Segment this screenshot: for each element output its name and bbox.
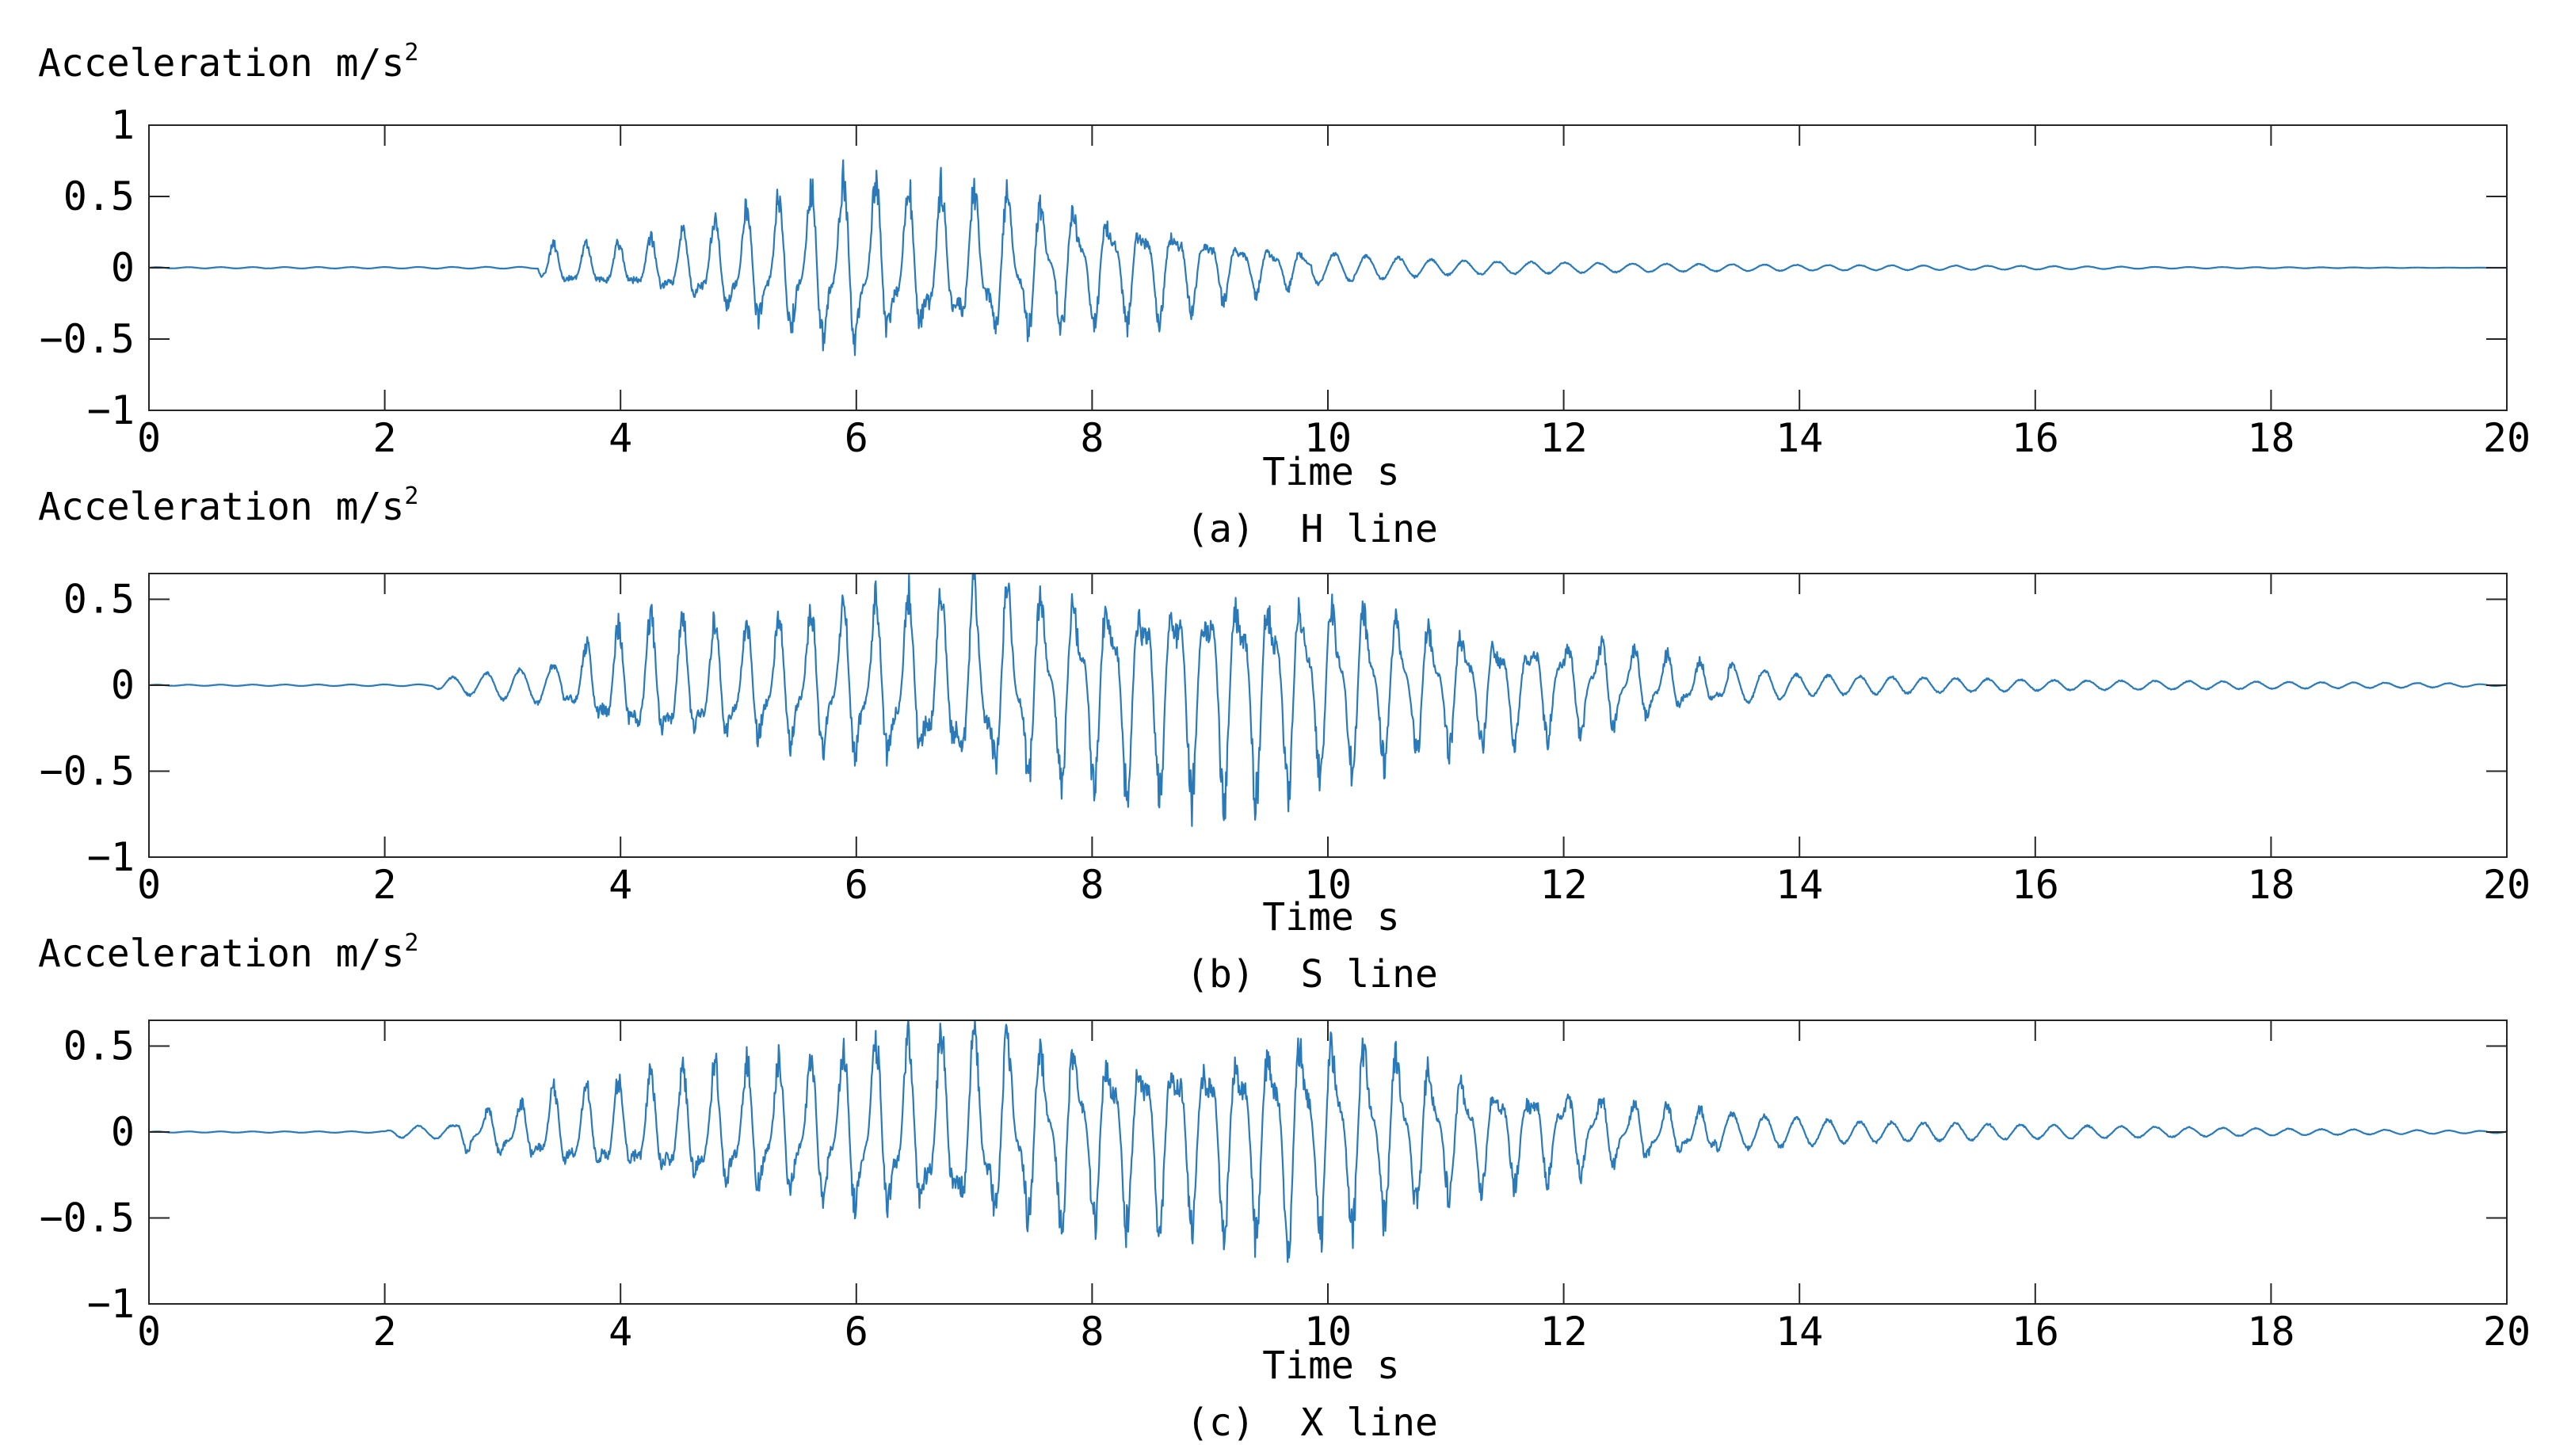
y-tick-label: −0.5	[40, 316, 135, 362]
y-tick-label: 0	[111, 245, 135, 291]
x-tick-label: 14	[1776, 1309, 1823, 1355]
x-tick-label: 12	[1539, 1309, 1587, 1355]
x-tick-label: 8	[1080, 862, 1104, 908]
axes-frame	[148, 573, 2508, 858]
x-tick-label: 16	[2012, 415, 2059, 461]
y-tick-label: 0	[111, 1109, 135, 1155]
x-tick-label: 16	[2012, 862, 2059, 908]
y-tick-label: 0.5	[63, 1023, 135, 1069]
y-axis-label-text: Acceleration m/s	[38, 485, 404, 529]
x-tick-label: 0	[137, 862, 161, 908]
x-axis-label: Time s	[1262, 895, 1399, 940]
y-tick-label: −1	[87, 834, 135, 880]
acceleration-series-line	[148, 159, 2508, 356]
y-tick-label: 1	[111, 102, 135, 148]
y-axis-label-text: Acceleration m/s	[38, 41, 404, 86]
y-tick-label: −0.5	[40, 749, 135, 795]
x-tick-label: 18	[2247, 862, 2295, 908]
x-tick-label: 14	[1776, 862, 1823, 908]
panel-caption: (a) H line	[1186, 507, 1438, 551]
x-tick-label: 20	[2483, 415, 2531, 461]
y-tick-label: 0.5	[63, 173, 135, 219]
x-tick-label: 2	[373, 415, 397, 461]
x-tick-label: 20	[2483, 1309, 2531, 1355]
x-tick-label: 16	[2012, 1309, 2059, 1355]
y-axis-label-superscript: 2	[404, 929, 418, 957]
x-axis-label: Time s	[1262, 450, 1399, 494]
x-tick-label: 4	[608, 1309, 632, 1355]
x-tick-label: 6	[845, 862, 868, 908]
y-axis-label-superscript: 2	[404, 482, 418, 510]
x-axis-label: Time s	[1262, 1344, 1399, 1388]
x-tick-label: 10	[1304, 862, 1352, 908]
x-tick-label: 6	[845, 415, 868, 461]
y-axis-label: Acceleration m/s2	[38, 39, 418, 86]
y-axis-label: Acceleration m/s2	[38, 482, 418, 529]
x-tick-label: 8	[1080, 415, 1104, 461]
x-tick-label: 12	[1539, 415, 1587, 461]
x-tick-label: 20	[2483, 862, 2531, 908]
x-tick-label: 12	[1539, 862, 1587, 908]
x-tick-label: 6	[845, 1309, 868, 1355]
panel-caption: (c) X line	[1186, 1401, 1438, 1445]
chart-panel-2: 0 2 4 6 8 10 12 14 16 18 20 0.5 0 −0.5 −1 Acceleration …	[38, 482, 2531, 997]
chart-panel-3: 0 2 4 6 8 10 12 14 16 18 20 0.5 0 −0.5 −1 Acceleration …	[38, 929, 2531, 1445]
x-tick-label: 10	[1304, 415, 1352, 461]
y-tick-label: 0.5	[63, 577, 135, 623]
x-tick-label: 14	[1776, 415, 1823, 461]
y-tick-label: 0	[111, 662, 135, 708]
acceleration-series-line	[148, 572, 2508, 827]
y-tick-label: −0.5	[40, 1195, 135, 1241]
x-tick-label: 18	[2247, 1309, 2295, 1355]
y-tick-label: −1	[87, 1281, 135, 1327]
y-axis-label-text: Acceleration m/s	[38, 932, 404, 976]
panel-caption: (b) S line	[1186, 952, 1438, 997]
x-tick-label: 4	[608, 415, 632, 461]
acceleration-series-line	[148, 1019, 2508, 1264]
x-tick-label: 4	[608, 862, 632, 908]
y-tick-label: −1	[87, 387, 135, 433]
x-tick-label: 10	[1304, 1309, 1352, 1355]
x-tick-label: 8	[1080, 1309, 1104, 1355]
x-tick-label: 18	[2247, 415, 2295, 461]
x-tick-label: 0	[137, 1309, 161, 1355]
y-axis-label-superscript: 2	[404, 39, 418, 67]
chart-panel-1: 0 2 4 6 8 10 12 14 16 18 20 1 0.5 0 −0.5 −1 Acceleration…	[38, 39, 2531, 551]
x-tick-label: 2	[373, 862, 397, 908]
y-axis-label: Acceleration m/s2	[38, 929, 418, 976]
x-tick-label: 2	[373, 1309, 397, 1355]
x-tick-label: 0	[137, 415, 161, 461]
